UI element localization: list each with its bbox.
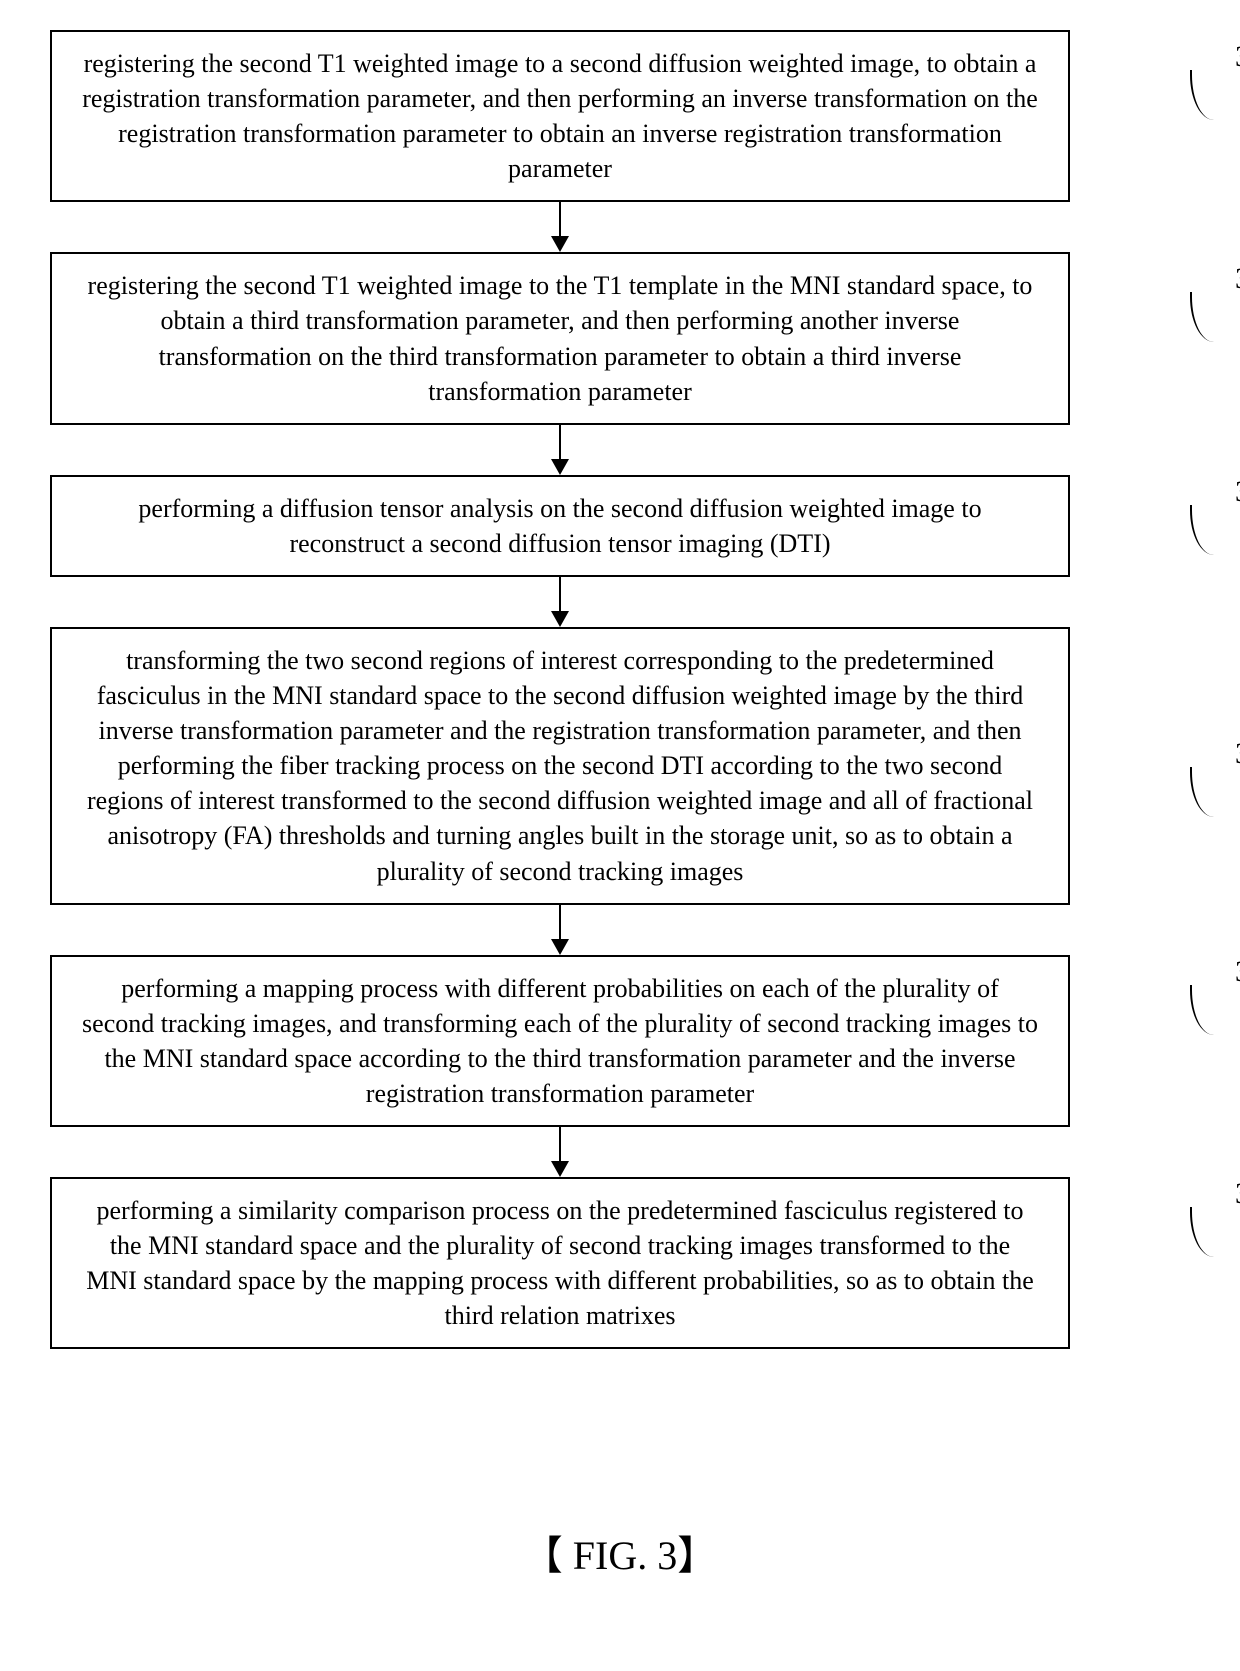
ref-curve-icon: [1190, 292, 1230, 342]
ref-curve-icon: [1190, 767, 1230, 817]
flow-arrow: [50, 905, 1070, 955]
figure-caption: 【 FIG. 3】: [0, 1523, 1240, 1581]
flow-step: transforming the two second regions of i…: [50, 627, 1190, 905]
step-box-330: performing a diffusion tensor analysis o…: [50, 475, 1070, 577]
flow-arrow: [50, 202, 1070, 252]
flow-step: performing a similarity comparison proce…: [50, 1177, 1190, 1349]
step-box-320: registering the second T1 weighted image…: [50, 252, 1070, 424]
flow-step: registering the second T1 weighted image…: [50, 30, 1190, 202]
step-box-360: performing a similarity comparison proce…: [50, 1177, 1070, 1349]
step-box-310: registering the second T1 weighted image…: [50, 30, 1070, 202]
ref-curve-icon: [1190, 70, 1230, 120]
flow-arrow: [50, 1127, 1070, 1177]
step-ref-310: 310: [1235, 40, 1240, 74]
flow-arrow: [50, 577, 1070, 627]
flowchart-container: registering the second T1 weighted image…: [50, 30, 1190, 1349]
ref-curve-icon: [1190, 1207, 1230, 1257]
ref-curve-icon: [1190, 985, 1230, 1035]
step-box-350: performing a mapping process with differ…: [50, 955, 1070, 1127]
step-box-340: transforming the two second regions of i…: [50, 627, 1070, 905]
step-ref-330: 330: [1235, 475, 1240, 509]
flow-step: registering the second T1 weighted image…: [50, 252, 1190, 424]
flow-step: performing a diffusion tensor analysis o…: [50, 475, 1190, 577]
step-ref-320: 320: [1235, 262, 1240, 296]
flow-step: performing a mapping process with differ…: [50, 955, 1190, 1127]
ref-curve-icon: [1190, 505, 1230, 555]
step-ref-340: 340: [1235, 737, 1240, 771]
step-ref-360: 360: [1235, 1177, 1240, 1211]
flow-arrow: [50, 425, 1070, 475]
step-ref-350: 350: [1235, 955, 1240, 989]
